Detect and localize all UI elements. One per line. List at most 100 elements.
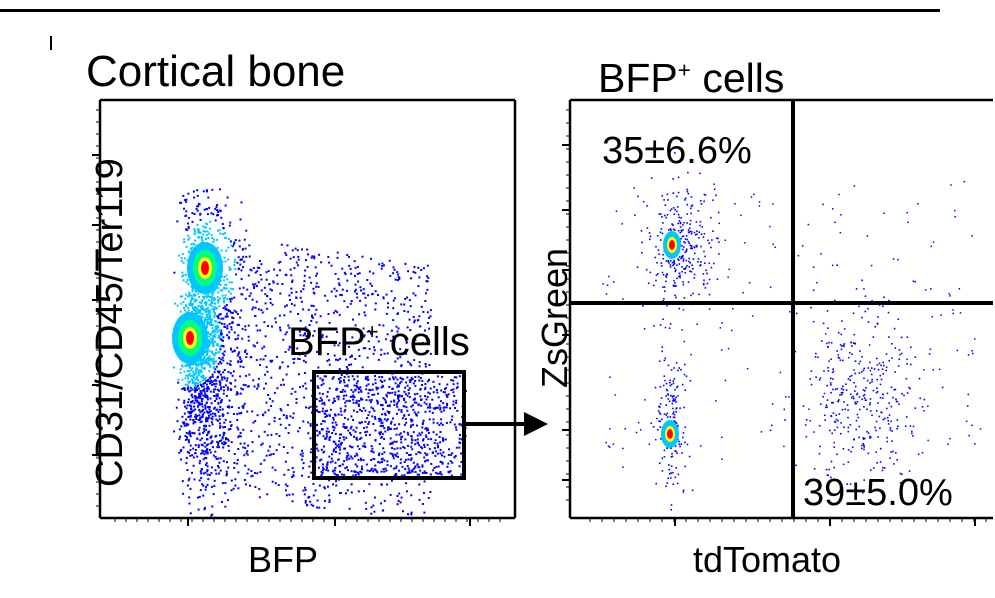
left-data-point <box>307 308 310 311</box>
left-data-point <box>186 436 188 439</box>
left-data-point <box>237 436 240 439</box>
right-data-point <box>832 401 834 404</box>
left-data-point <box>207 430 210 433</box>
left-data-point <box>395 454 398 457</box>
left-data-point <box>276 282 279 285</box>
right-data-point <box>897 318 900 320</box>
left-data-point <box>371 393 374 396</box>
right-data-point <box>808 408 810 410</box>
left-data-point <box>349 395 352 398</box>
right-data-point <box>882 361 884 364</box>
left-data-point <box>199 416 202 419</box>
left-data-point <box>365 384 368 387</box>
right-data-point <box>826 384 828 387</box>
left-data-point <box>204 238 207 241</box>
left-data-point <box>289 257 292 260</box>
left-data-point <box>432 418 435 421</box>
left-data-point <box>456 409 459 412</box>
right-data-point <box>907 221 909 224</box>
left-data-point <box>360 436 363 439</box>
left-data-point <box>343 376 346 378</box>
left-data-point <box>323 486 326 489</box>
left-data-point <box>197 202 200 205</box>
left-data-point <box>433 385 436 388</box>
left-data-point <box>198 296 201 298</box>
left-data-point <box>392 307 395 310</box>
left-data-point <box>393 297 396 300</box>
left-data-point <box>301 449 303 452</box>
left-data-point <box>414 271 417 274</box>
right-data-point <box>847 378 850 380</box>
left-data-point <box>218 389 220 392</box>
right-data-point <box>852 342 855 344</box>
left-data-point <box>186 386 189 389</box>
left-data-point <box>359 438 362 440</box>
left-data-point <box>408 318 411 321</box>
left-data-point <box>196 400 199 403</box>
left-data-point <box>212 352 215 355</box>
left-data-point <box>201 468 203 471</box>
left-data-point <box>302 288 305 291</box>
left-data-point <box>346 489 349 492</box>
right-data-point <box>882 466 884 469</box>
right-data-point <box>805 419 808 421</box>
left-data-point <box>325 465 328 468</box>
left-data-point <box>206 234 209 237</box>
right-data-point <box>637 421 640 424</box>
left-data-point <box>354 455 356 458</box>
left-data-point <box>400 410 403 413</box>
left-data-point <box>210 357 213 360</box>
right-data-point <box>659 231 662 234</box>
left-data-point <box>277 261 280 264</box>
left-data-point <box>315 456 318 459</box>
right-data-point <box>672 284 675 287</box>
left-data-point <box>258 496 261 499</box>
left-data-point <box>364 501 367 504</box>
left-data-point <box>205 444 208 447</box>
left-data-point <box>266 295 268 297</box>
left-data-point <box>381 509 384 512</box>
right-data-point <box>795 464 797 467</box>
right-data-point <box>689 380 692 382</box>
right-data-point <box>797 255 800 257</box>
left-data-point <box>421 379 424 382</box>
left-data-point <box>410 420 413 423</box>
left-data-point <box>370 257 373 260</box>
left-data-point <box>219 297 222 300</box>
left-data-point <box>191 409 194 412</box>
left-data-point <box>287 432 290 434</box>
left-data-point <box>396 495 399 497</box>
right-data-point <box>845 383 847 385</box>
left-data-point <box>415 414 418 417</box>
left-data-point <box>283 314 286 317</box>
left-data-point <box>452 403 455 406</box>
left-data-point <box>191 396 194 399</box>
left-data-point <box>238 287 241 290</box>
right-data-point <box>769 429 772 432</box>
right-data-point <box>814 356 817 358</box>
left-data-point <box>425 292 427 295</box>
left-data-point <box>255 300 258 303</box>
right-data-point <box>676 386 678 389</box>
right-data-point <box>676 264 678 266</box>
left-data-point <box>208 339 211 342</box>
left-data-point <box>339 448 342 451</box>
right-data-point <box>898 358 901 361</box>
right-data-point <box>929 348 932 350</box>
left-data-point <box>245 352 248 355</box>
right-data-point <box>658 360 661 362</box>
right-data-point <box>660 262 663 264</box>
right-data-point <box>833 446 836 448</box>
right-data-point <box>863 444 865 447</box>
right-data-point <box>864 295 867 297</box>
right-data-point <box>644 399 646 401</box>
left-data-point <box>379 417 382 420</box>
left-data-point <box>432 407 435 410</box>
left-data-point <box>191 454 194 457</box>
right-data-point <box>949 437 951 440</box>
left-data-point <box>211 326 214 329</box>
left-data-point <box>368 347 371 350</box>
left-data-point <box>415 401 418 404</box>
left-data-point <box>368 411 371 414</box>
left-data-point <box>424 300 427 302</box>
